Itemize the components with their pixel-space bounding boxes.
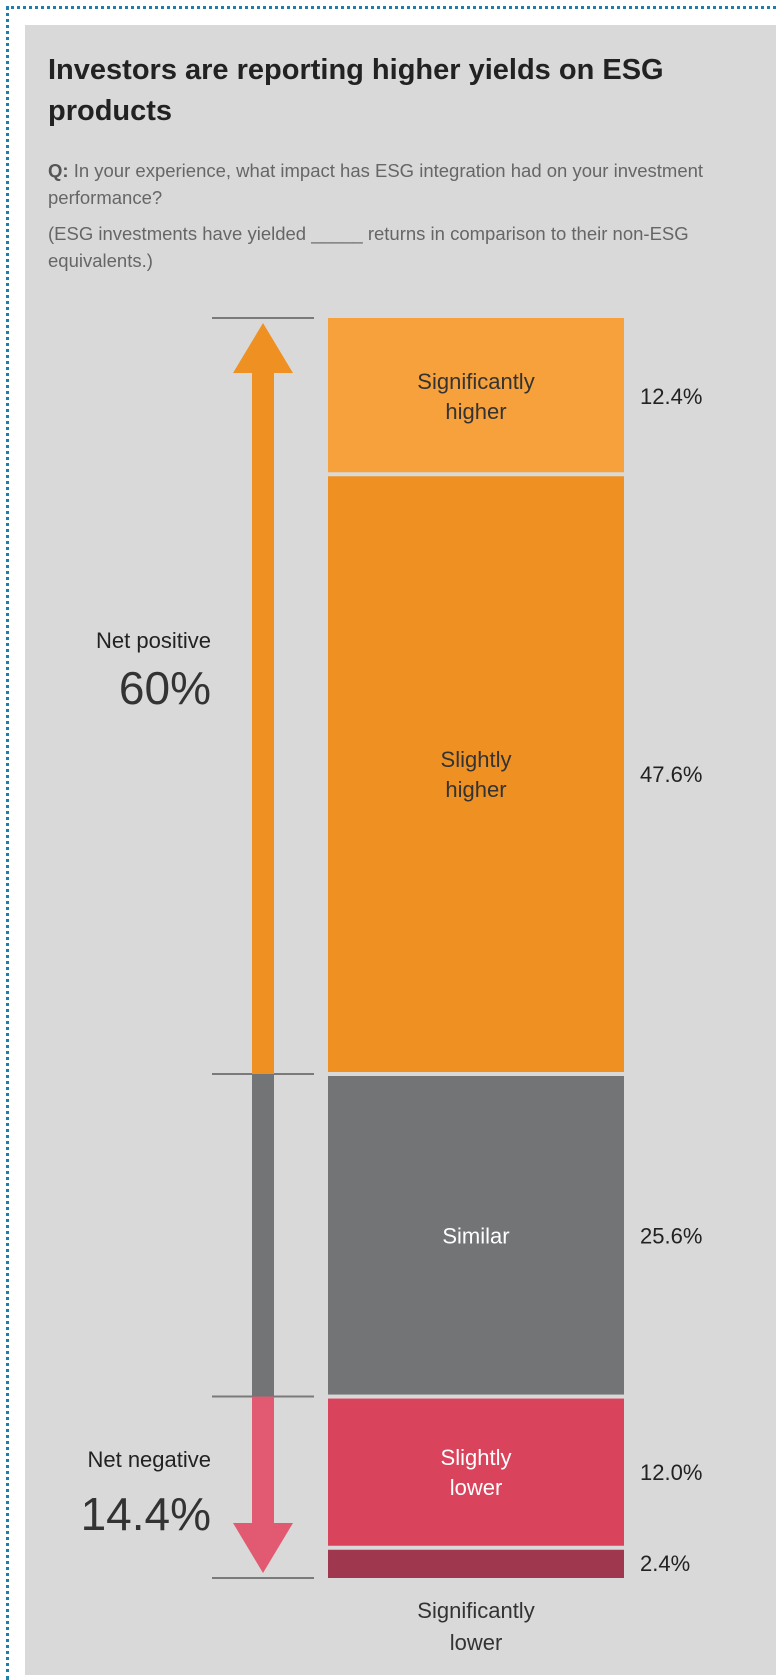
segment-label-significantly-lower: lower [450, 1630, 503, 1655]
segment-label-slightly-higher: higher [445, 777, 506, 802]
question-text: In your experience, what impact has ESG … [48, 160, 704, 208]
net-positive-label: Net positive [96, 628, 211, 653]
bar-segment-slightly-lower [328, 1398, 624, 1546]
segment-label-slightly-lower: Slightly [441, 1445, 512, 1470]
survey-question: Q: In your experience, what impact has E… [48, 157, 728, 211]
net-positive-arrow-shaft [252, 371, 274, 1074]
segment-label-significantly-higher: higher [445, 399, 506, 424]
survey-note: (ESG investments have yielded _____ retu… [48, 223, 689, 271]
segment-label-similar: Similar [442, 1223, 509, 1248]
net-negative-arrow-head [233, 1523, 293, 1573]
bar-segment-similar [328, 1076, 624, 1395]
segment-label-significantly-lower: Significantly [417, 1598, 534, 1623]
value-label-slightly-higher: 47.6% [640, 762, 702, 787]
bar-segment-slightly-higher [328, 476, 624, 1072]
value-label-similar: 25.6% [640, 1223, 702, 1248]
net-negative-value: 14.4% [81, 1488, 211, 1540]
bar-segment-significantly-lower [328, 1549, 624, 1578]
net-positive-value: 60% [119, 662, 211, 714]
value-label-slightly-lower: 12.0% [640, 1460, 702, 1485]
segment-label-slightly-higher: Slightly [441, 747, 512, 772]
segment-label-significantly-higher: Significantly [417, 369, 534, 394]
dotted-frame [6, 6, 776, 1680]
question-prefix: Q: [48, 160, 69, 181]
chart-title: Investors are reporting higher yields on… [48, 54, 664, 127]
neutral-band [252, 1074, 274, 1397]
value-label-significantly-lower: 2.4% [640, 1551, 690, 1576]
net-positive-arrow-head [233, 323, 293, 373]
net-negative-label: Net negative [87, 1447, 211, 1472]
bar-segment-significantly-higher [328, 318, 624, 473]
net-negative-arrow-shaft [252, 1396, 274, 1525]
segment-label-slightly-lower: lower [450, 1475, 503, 1500]
value-label-significantly-higher: 12.4% [640, 384, 702, 409]
